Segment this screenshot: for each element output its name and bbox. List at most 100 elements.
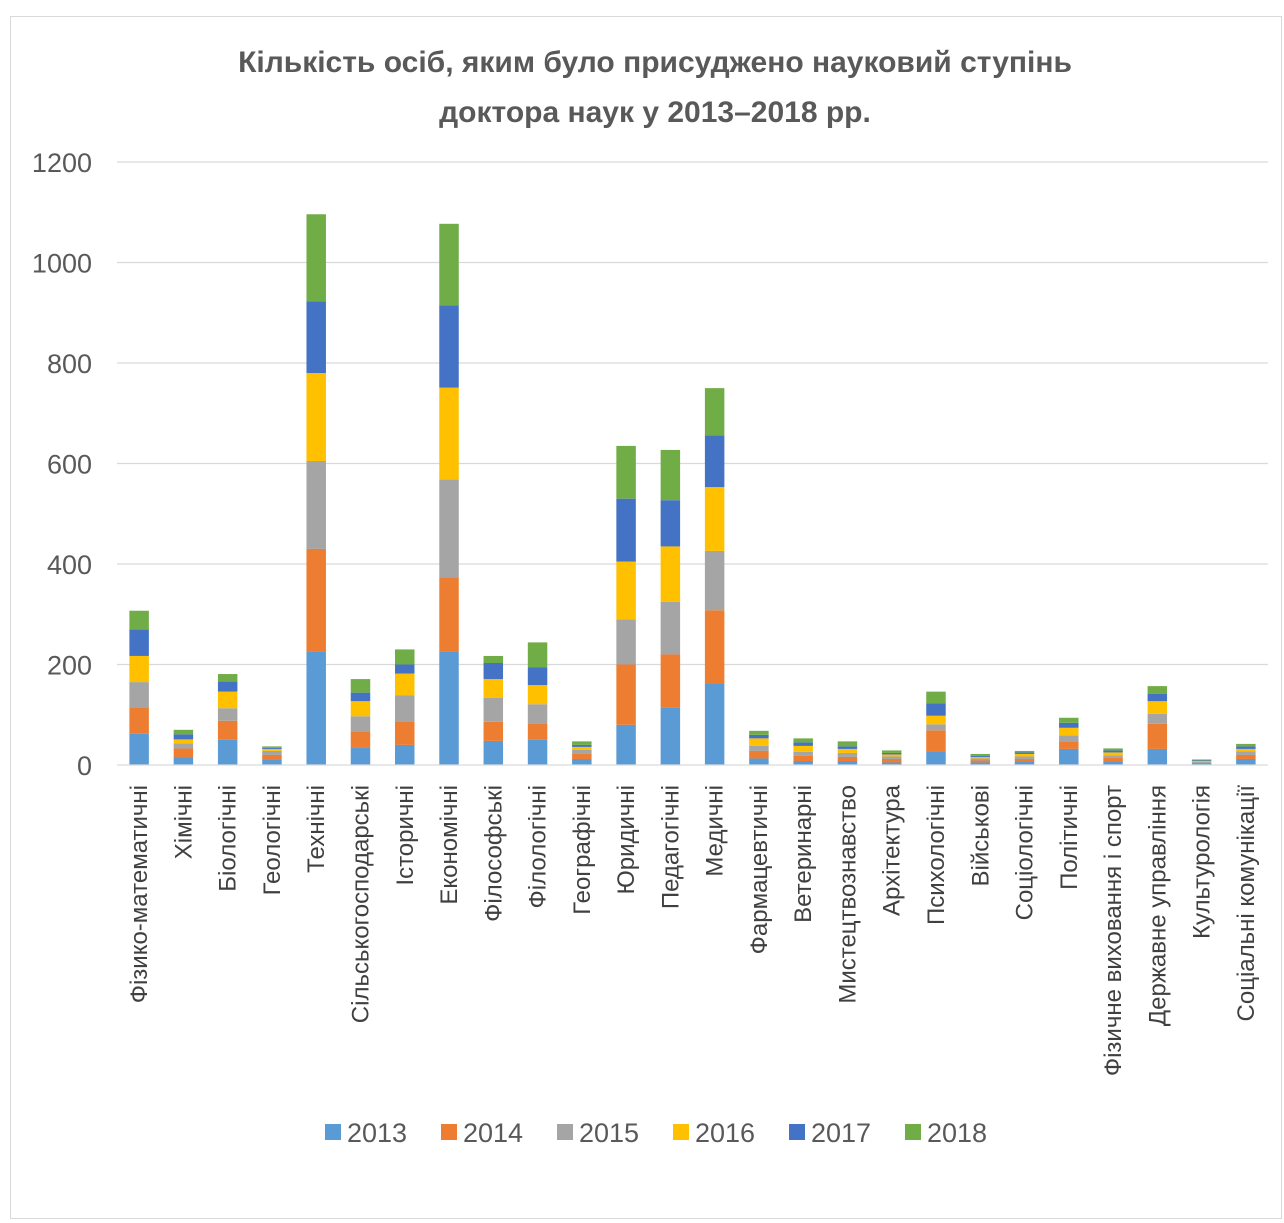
category-label: Соціологічні [1012,785,1039,920]
bar-segment-2015 [660,601,681,655]
bar-segment-2018 [616,445,636,499]
bar-segment-2014 [616,664,636,725]
bar-segment-2017 [1103,750,1123,753]
bar-segment-2013 [1103,761,1123,765]
bar-segment-2013 [926,751,946,765]
bar-segment-2017 [970,755,990,757]
legend-swatch [905,1124,921,1140]
bar-segment-2018 [527,642,548,668]
bars [129,214,1256,765]
bar-segment-2016 [1191,760,1212,762]
category-label: Географічні [569,785,596,915]
bar-segment-2016 [572,746,592,750]
legend-swatch [673,1124,689,1140]
bar-segment-2017 [1059,722,1079,728]
category-labels: Фізико-математичні Хімічні Біологічні Геоло… [126,784,1260,1076]
category-label: Педагогічні [657,785,684,909]
bar-segment-2017 [395,664,415,674]
bar-segment-2013 [793,760,813,765]
bar-segment-2013 [306,651,326,765]
bar-segment-2017 [350,692,371,702]
bar-segment-2016 [970,756,990,759]
category-label: Історичні [392,785,419,886]
bar-segment-2016 [483,679,504,698]
bar-segment-2014 [129,707,149,734]
category-label: Сільськогосподарські [347,785,374,1023]
bar-segment-2017 [926,703,946,716]
bar-segment-2017 [306,301,326,374]
bar-segment-2016 [1236,748,1256,752]
bar-segment-2015 [793,751,813,756]
bar-segment-2014 [439,577,459,652]
bar-segment-2018 [970,753,990,756]
bar-segment-2016 [1147,701,1168,714]
bar-segment-2017 [749,734,769,739]
bar-segment-2015 [1236,751,1256,755]
bar-segment-2018 [1147,686,1168,694]
bar-segment-2017 [173,734,194,740]
bar-segment-2016 [793,745,813,752]
y-tick-label: 200 [47,651,92,681]
bar-segment-2013 [527,739,548,765]
category-label: Політичні [1056,785,1083,890]
bar-segment-2013 [1147,748,1168,765]
bar-segment-2016 [173,739,194,744]
bar-segment-2018 [881,750,902,753]
bar-segment-2013 [970,762,990,765]
category-label: Ветеринарні [790,785,817,923]
bar-segment-2014 [1059,741,1079,749]
bar-segment-2014 [704,610,725,684]
bar-segment-2015 [439,479,459,578]
bar-segment-2013 [704,683,725,765]
bar-segment-2017 [704,435,725,488]
y-tick-label: 0 [77,751,92,781]
legend-label: 2016 [695,1118,755,1148]
bar-segment-2014 [527,723,548,740]
bar-segment-2015 [395,695,415,722]
bar-segment-2016 [1103,752,1123,756]
bar-segment-2018 [926,691,946,704]
bar-segment-2014 [1147,723,1168,749]
bar-segment-2015 [616,619,636,665]
bar-segment-2013 [1014,761,1035,765]
bar-segment-2016 [395,673,415,696]
bar-segment-2013 [129,733,149,765]
bar-segment-2016 [837,748,858,753]
bar-segment-2014 [837,756,858,761]
bar-segment-2013 [749,758,769,765]
bar-segment-2015 [970,758,990,761]
bar-segment-2013 [217,739,238,765]
bar-segment-2018 [350,679,371,693]
category-label: Психологічні [923,785,950,925]
bar-segment-2017 [881,752,902,755]
bar-segment-2015 [306,460,326,549]
legend-label: 2013 [347,1118,407,1148]
category-label: Фізичне виховання і спорт [1100,785,1127,1076]
bar-segment-2018 [395,649,415,665]
y-tick-label: 1000 [32,249,92,279]
bar-segment-2017 [217,681,238,692]
category-label: Соціальні комунікації [1233,785,1260,1022]
y-tick-label: 800 [47,349,92,379]
bar-segment-2018 [749,730,769,735]
category-label: Архітектура [879,784,906,916]
bar-segment-2014 [749,750,769,759]
bar-segment-2015 [1103,755,1123,758]
bar-segment-2016 [129,655,149,683]
bar-segment-2015 [1014,756,1035,759]
category-label: Геологічні [259,785,286,895]
bar-segment-2014 [793,755,813,761]
bar-segment-2015 [704,550,725,611]
category-label: Біологічні [215,785,242,892]
bar-segment-2014 [926,730,946,752]
legend: 2013 2014 2015 2016 2017 2018 [325,1118,987,1148]
bar-segment-2014 [660,654,681,708]
bar-segment-2018 [439,223,459,306]
bar-segment-2017 [527,667,548,686]
y-tick-label: 1200 [32,148,92,178]
bar-segment-2014 [262,754,282,760]
bar-segment-2014 [970,760,990,763]
bar-segment-2018 [129,610,149,630]
bar-segment-2018 [306,214,326,302]
bar-segment-2018 [572,741,592,745]
